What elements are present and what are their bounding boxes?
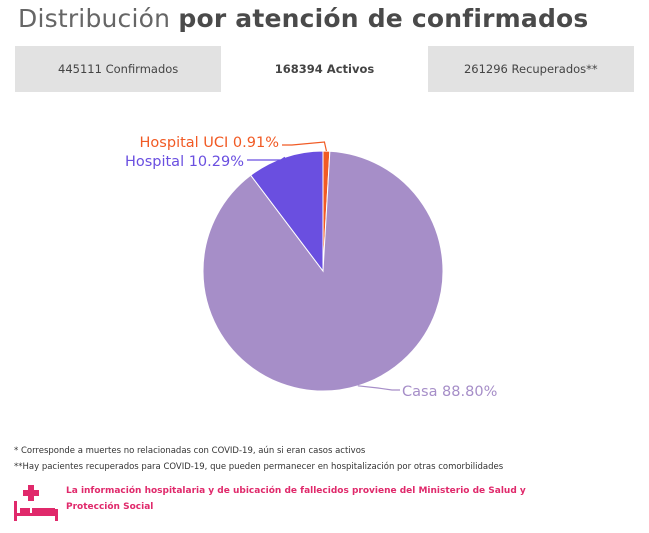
info-line-1: La información hospitalaria y de ubicaci… xyxy=(66,486,526,496)
footnote-2: **Hay pacientes recuperados para COVID-1… xyxy=(14,462,504,472)
leader-hospital-uci xyxy=(282,141,328,152)
footnotes: * Corresponde a muertes no relacionadas … xyxy=(14,443,503,475)
info-banner: La información hospitalaria y de ubicaci… xyxy=(12,483,606,523)
info-line-2: Protección Social xyxy=(66,502,154,512)
leader-hospital xyxy=(247,156,286,161)
leader-casa xyxy=(357,385,400,391)
label-casa: Casa 88.80% xyxy=(402,384,497,400)
hospital-bed-icon xyxy=(14,485,58,521)
label-hospital: Hospital 10.29% xyxy=(125,154,244,170)
tab-bar: 445111 Confirmados 168394 Activos 261296… xyxy=(15,46,634,92)
label-hospital-uci: Hospital UCI 0.91% xyxy=(140,135,279,151)
tab-recuperados[interactable]: 261296 Recuperados** xyxy=(463,62,598,76)
title-bold: por atención de confirmados xyxy=(178,4,589,33)
pie-chart: Hospital UCI 0.91% Hospital 10.29% Casa 88… xyxy=(125,135,497,400)
footnote-1: * Corresponde a muertes no relacionadas … xyxy=(14,446,366,456)
tab-activos[interactable]: 168394 Activos xyxy=(221,46,428,92)
title-light: Distribución xyxy=(18,4,171,33)
tab-confirmados[interactable]: 445111 Confirmados xyxy=(58,62,179,76)
info-text: La información hospitalaria y de ubicaci… xyxy=(66,483,606,523)
page-title: Distribución por atención de confirmados xyxy=(18,4,589,33)
